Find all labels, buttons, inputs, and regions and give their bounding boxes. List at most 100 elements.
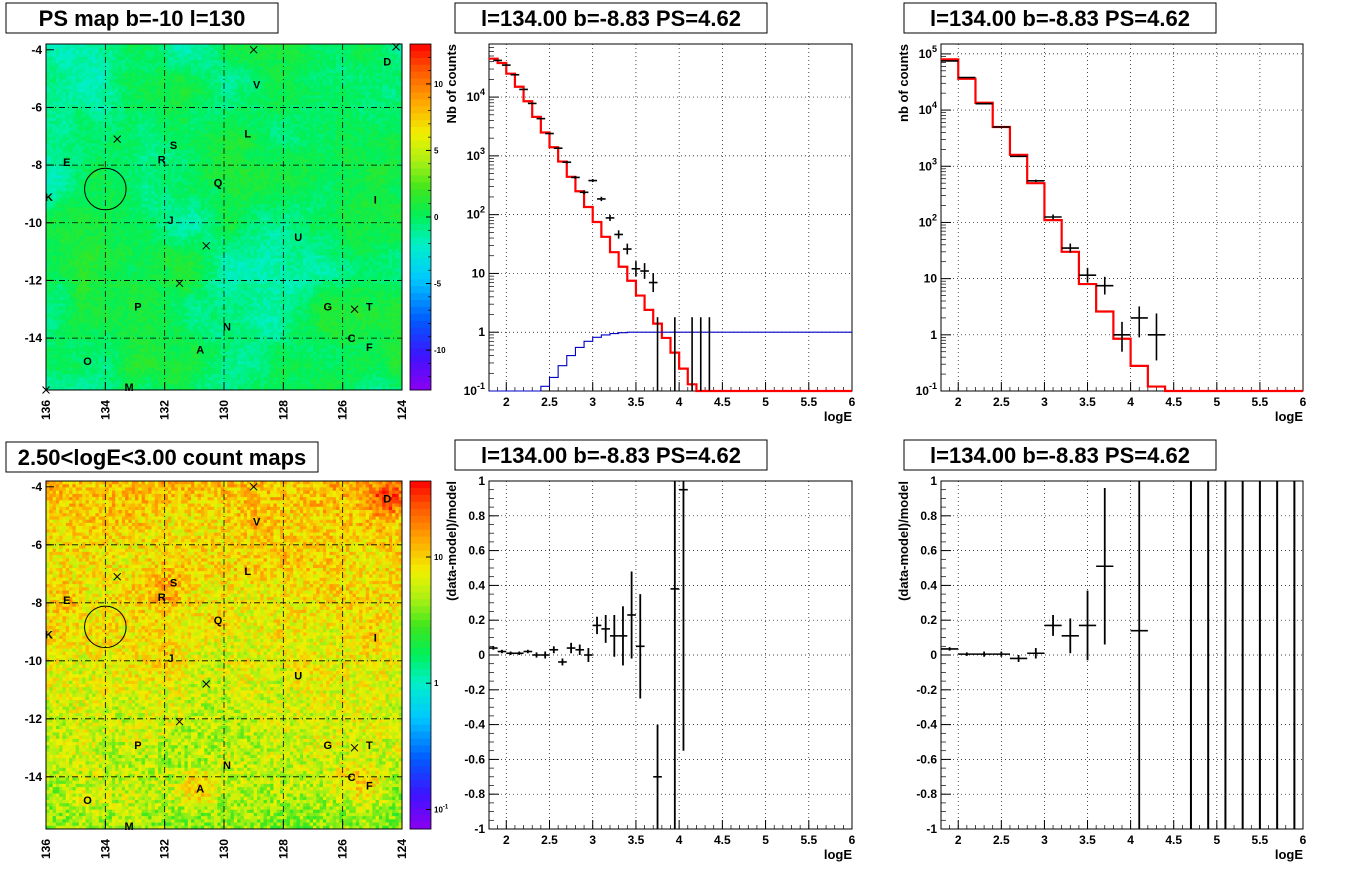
map-pixel <box>227 47 231 51</box>
map-pixel <box>76 79 80 83</box>
map-pixel <box>270 70 274 74</box>
map-pixel <box>326 63 330 67</box>
map-pixel <box>316 50 320 54</box>
map-pixel <box>122 63 126 67</box>
map-pixel <box>128 50 132 54</box>
map-pixel <box>356 76 360 80</box>
map-pixel <box>297 159 301 163</box>
map-pixel <box>323 179 327 183</box>
map-pixel <box>198 137 202 141</box>
map-pixel <box>86 159 90 163</box>
map-pixel <box>333 159 337 163</box>
map-pixel <box>293 50 297 54</box>
map-pixel <box>346 102 350 106</box>
map-pixel <box>372 108 376 112</box>
map-pixel <box>135 188 139 192</box>
map-pixel <box>287 92 291 96</box>
map-pixel <box>333 121 337 125</box>
map-pixel <box>119 102 123 106</box>
map-pixel <box>125 76 129 80</box>
map-pixel <box>277 82 281 86</box>
map-pixel <box>178 108 182 112</box>
map-pixel <box>372 175 376 179</box>
map-pixel <box>395 50 399 54</box>
map-pixel <box>300 47 304 51</box>
map-pixel <box>303 73 307 77</box>
map-pixel <box>122 118 126 122</box>
map-pixel <box>178 76 182 80</box>
map-pixel <box>362 179 366 183</box>
map-pixel <box>72 143 76 147</box>
map-pixel <box>175 169 179 173</box>
map-pixel <box>148 47 152 51</box>
map-pixel <box>76 63 80 67</box>
map-pixel <box>264 105 268 109</box>
map-pixel <box>72 47 76 51</box>
map-pixel <box>208 95 212 99</box>
map-pixel <box>326 150 330 154</box>
map-pixel <box>343 137 347 141</box>
map-pixel <box>171 89 175 93</box>
map-pixel <box>362 185 366 189</box>
map-pixel <box>151 150 155 154</box>
map-pixel <box>316 98 320 102</box>
map-pixel <box>155 175 159 179</box>
map-pixel <box>128 166 132 170</box>
map-pixel <box>244 47 248 51</box>
map-pixel <box>208 44 212 48</box>
map-pixel <box>211 66 215 70</box>
map-pixel <box>59 143 63 147</box>
map-pixel <box>175 156 179 160</box>
map-pixel <box>290 118 294 122</box>
map-pixel <box>343 89 347 93</box>
map-pixel <box>142 166 146 170</box>
map-pixel <box>188 86 192 90</box>
map-pixel <box>386 105 390 109</box>
map-pixel <box>165 70 169 74</box>
map-pixel <box>125 108 129 112</box>
map-pixel <box>151 98 155 102</box>
map-pixel <box>386 79 390 83</box>
map-pixel <box>392 111 396 115</box>
map-pixel <box>204 118 208 122</box>
map-pixel <box>69 79 73 83</box>
map-pixel <box>66 143 70 147</box>
map-pixel <box>369 114 373 118</box>
map-pixel <box>395 63 399 67</box>
map-pixel <box>145 89 149 93</box>
map-pixel <box>122 70 126 74</box>
map-pixel <box>240 73 244 77</box>
map-pixel <box>184 50 188 54</box>
map-pixel <box>343 47 347 51</box>
map-pixel <box>112 182 116 186</box>
map-pixel <box>204 108 208 112</box>
map-pixel <box>244 175 248 179</box>
map-pixel <box>287 169 291 173</box>
map-pixel <box>191 147 195 151</box>
map-pixel <box>333 63 337 67</box>
map-pixel <box>204 156 208 160</box>
map-pixel <box>69 86 73 90</box>
map-pixel <box>267 124 271 128</box>
map-pixel <box>329 131 333 135</box>
map-pixel <box>379 50 383 54</box>
map-pixel <box>155 127 159 131</box>
map-pixel <box>349 179 353 183</box>
map-pixel <box>69 92 73 96</box>
map-pixel <box>353 89 357 93</box>
map-pixel <box>217 150 221 154</box>
map-pixel <box>310 118 314 122</box>
map-pixel <box>128 86 132 90</box>
map-pixel <box>49 66 53 70</box>
map-pixel <box>99 105 103 109</box>
map-pixel <box>254 159 258 163</box>
map-pixel <box>326 127 330 131</box>
map-pixel <box>181 166 185 170</box>
map-pixel <box>300 79 304 83</box>
map-pixel <box>49 114 53 118</box>
map-pixel <box>306 172 310 176</box>
map-pixel <box>316 44 320 48</box>
map-pixel <box>66 54 70 58</box>
map-pixel <box>122 172 126 176</box>
map-pixel <box>99 70 103 74</box>
